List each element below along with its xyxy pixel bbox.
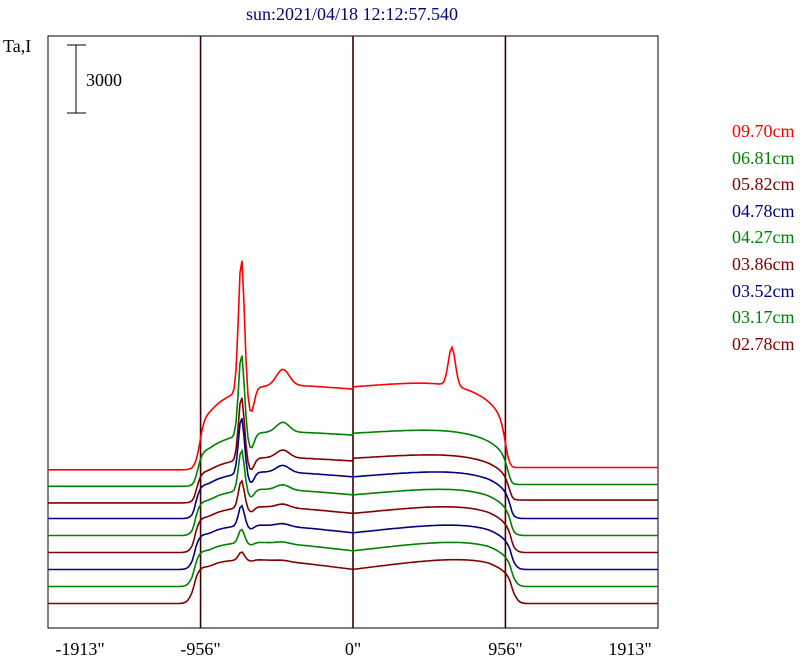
series-line [48, 504, 658, 571]
legend: 09.70cm 06.81cm 05.82cm 04.78cm 04.27cm 03.86… [732, 118, 795, 357]
legend-item: 03.17cm [732, 307, 795, 328]
x-tick-label: 0" [345, 639, 361, 659]
legend-item: 03.86cm [732, 253, 795, 274]
legend-item: 02.78cm [732, 333, 795, 354]
chart-title: sun:2021/04/18 12:12:57.540 [246, 4, 458, 24]
legend-item: 05.82cm [732, 174, 795, 195]
x-tick-label: -956" [180, 639, 220, 659]
series-line [48, 418, 658, 520]
series-line [48, 448, 658, 537]
legend-item: 09.70cm [732, 121, 795, 141]
legend-item: 04.78cm [732, 200, 795, 221]
x-tick-label: -1913" [55, 639, 104, 659]
series-line [48, 528, 658, 588]
legend-item: 06.81cm [732, 147, 795, 168]
series-line [48, 260, 658, 471]
x-tick-label: 956" [488, 639, 522, 659]
series-line [48, 355, 658, 488]
legend-item: 03.52cm [732, 280, 795, 301]
y-axis-label: Ta,I [3, 36, 31, 56]
series-line [48, 397, 658, 504]
x-tick-label: 1913" [608, 639, 651, 659]
series-line [48, 479, 658, 554]
series-line [48, 551, 658, 605]
legend-item: 04.27cm [732, 227, 795, 248]
scale-bar-label: 3000 [86, 70, 122, 90]
